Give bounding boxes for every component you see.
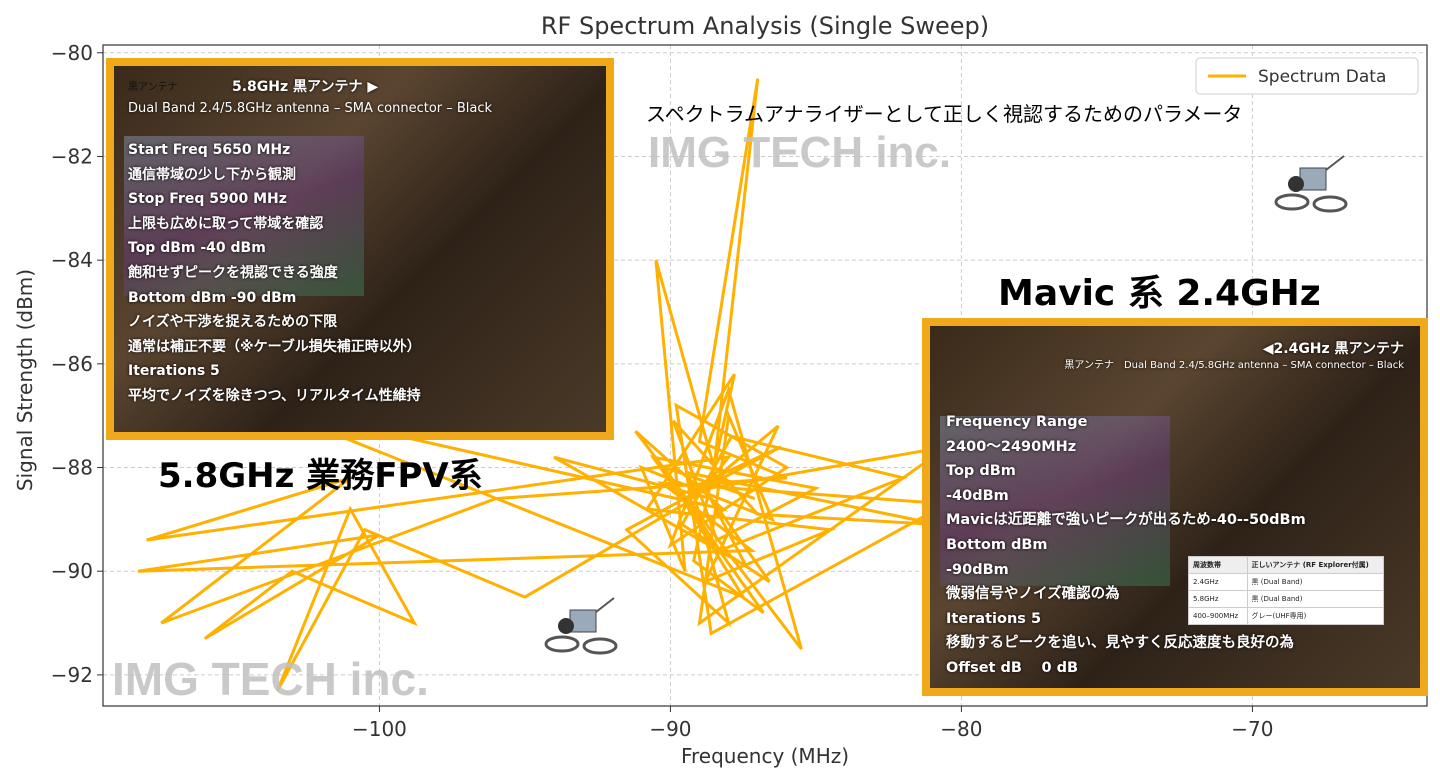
panel-heading: 5.8GHz 黒アンテナ ▶ bbox=[232, 79, 379, 95]
y-tick-label: −80 bbox=[51, 41, 93, 65]
settings-line: -40dBm bbox=[946, 487, 1009, 504]
y-tick-label: −92 bbox=[51, 663, 93, 687]
settings-line: 微弱信号やノイズ確認の為 bbox=[946, 586, 1120, 603]
settings-line: Start Freq 5650 MHz bbox=[128, 142, 291, 158]
watermark-bottom: IMG TECH inc. bbox=[112, 653, 429, 705]
settings-line: Mavicは近距離で強いピークが出るため-40--50dBm bbox=[946, 512, 1306, 529]
label-fpv: 5.8GHz 業務FPV系 bbox=[158, 456, 483, 496]
table-row: 5.8GHz 黒 (Dual Band) bbox=[1188, 590, 1385, 608]
panel-tag: 黒アンテナ bbox=[128, 82, 178, 93]
settings-line: Iterations 5 bbox=[128, 363, 220, 380]
settings-line: 平均でノイズを除きつつ、リアルタイム性維持 bbox=[128, 387, 421, 404]
spectrum-line bbox=[137, 78, 953, 692]
left-settings-list: Start Freq 5650 MHz 通信帯域の少し下から観測 Stop Freq… bbox=[128, 138, 592, 409]
x-tick-label: −90 bbox=[649, 717, 691, 741]
settings-line: Bottom dBm bbox=[946, 536, 1048, 553]
table-cell: 2.4GHz bbox=[1188, 573, 1248, 591]
settings-line: Frequency Range bbox=[946, 414, 1088, 430]
x-axis-label: Frequency (MHz) bbox=[681, 744, 849, 768]
legend: Spectrum Data bbox=[1195, 57, 1419, 95]
settings-line: 上限も広めに取って帯域を確認 bbox=[128, 215, 324, 232]
panel-subheading: Dual Band 2.4/5.8GHz antenna – SMA conne… bbox=[128, 101, 493, 116]
settings-line: 飽和せずピークを視認できる強度 bbox=[128, 264, 338, 281]
table-row: 400–900MHz グレー(UHF専用) bbox=[1188, 607, 1385, 625]
table-cell: 400–900MHz bbox=[1188, 607, 1248, 625]
watermark-top: IMG TECH inc. bbox=[648, 128, 952, 177]
table-cell: 黒 (Dual Band) bbox=[1246, 573, 1385, 591]
y-tick-label: −88 bbox=[51, 456, 93, 480]
table-cell: 5.8GHz bbox=[1188, 590, 1248, 608]
table-cell: 黒 (Dual Band) bbox=[1246, 590, 1385, 608]
settings-line: Top dBm -40 dBm bbox=[128, 240, 266, 257]
panel-subheading: 黒アンテナ Dual Band 2.4/5.8GHz antenna – SMA… bbox=[1064, 360, 1404, 371]
settings-line: Offset dB 0 dB bbox=[946, 659, 1079, 676]
settings-line: ノイズや干渉を捉えるための下限 bbox=[128, 314, 338, 331]
x-tick-label: −70 bbox=[1231, 717, 1273, 741]
y-tick-label: −86 bbox=[51, 352, 93, 376]
left-settings-panel: 黒アンテナ 5.8GHz 黒アンテナ ▶ Dual Band 2.4/5.8GH… bbox=[106, 58, 614, 440]
settings-line: 移動するピークを追い、見やすく反応速度も良好の為 bbox=[946, 635, 1294, 652]
table-header-row: 周波数帯 正しいアンテナ (RF Explorer付属) bbox=[1188, 556, 1385, 574]
settings-line: 2400～2490MHz bbox=[946, 438, 1077, 455]
settings-line: 通信帯域の少し下から観測 bbox=[128, 166, 296, 183]
settings-line: Bottom dBm -90 dBm bbox=[128, 289, 297, 306]
settings-line: Iterations 5 bbox=[946, 610, 1042, 627]
y-tick-label: −82 bbox=[51, 144, 93, 168]
caption-top: スペクトラムアナライザーとして正しく視認するためのパラメータ bbox=[646, 102, 1243, 126]
settings-line: 通常は補正不要（※ケーブル損失補正時以外） bbox=[128, 338, 421, 355]
table-header: 正しいアンテナ (RF Explorer付属) bbox=[1246, 556, 1385, 574]
y-tick-label: −84 bbox=[51, 248, 93, 272]
chart-title: RF Spectrum Analysis (Single Sweep) bbox=[541, 12, 989, 40]
y-axis-label: Signal Strength (dBm) bbox=[13, 269, 37, 491]
right-settings-panel: ◀2.4GHz 黒アンテナ 黒アンテナ Dual Band 2.4/5.8GHz… bbox=[922, 318, 1428, 696]
settings-line: Top dBm bbox=[946, 463, 1016, 480]
table-cell: グレー(UHF専用) bbox=[1246, 607, 1385, 625]
panel-heading: ◀2.4GHz 黒アンテナ bbox=[1262, 341, 1404, 357]
y-tick-label: −90 bbox=[51, 559, 93, 583]
drone-icon bbox=[544, 597, 618, 655]
x-tick-label: −80 bbox=[940, 717, 982, 741]
label-mavic: Mavic 系 2.4GHz bbox=[998, 273, 1321, 314]
settings-line: -90dBm bbox=[946, 561, 1009, 578]
x-tick-label: −100 bbox=[352, 717, 407, 741]
axis-ticks: −100 −90 −80 −70 −80 −82 −84 −86 −88 −90 −92 bbox=[51, 41, 1274, 741]
table-row: 2.4GHz 黒 (Dual Band) bbox=[1188, 573, 1385, 591]
antenna-table: 周波数帯 正しいアンテナ (RF Explorer付属) 2.4GHz 黒 (Du… bbox=[1188, 556, 1385, 625]
right-settings-list: Frequency Range 2400～2490MHz Top dBm -40dBm… bbox=[946, 410, 1404, 681]
settings-line: Stop Freq 5900 MHz bbox=[128, 191, 287, 208]
drone-icon bbox=[1274, 155, 1348, 213]
table-header: 周波数帯 bbox=[1188, 556, 1248, 574]
legend-label: Spectrum Data bbox=[1258, 67, 1386, 87]
